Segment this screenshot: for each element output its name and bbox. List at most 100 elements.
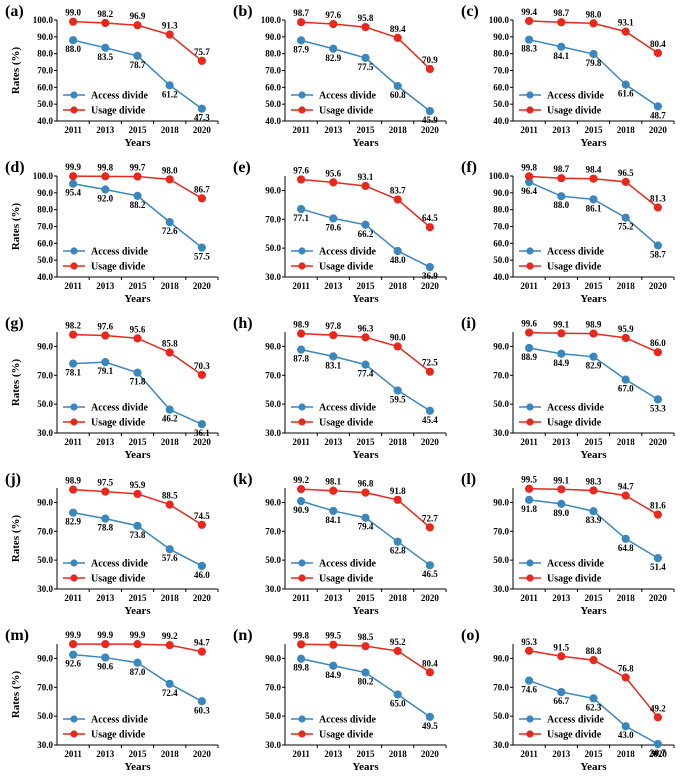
usage-divide-label: 85.8 [162,338,178,348]
usage-divide-label: 88.8 [586,646,602,656]
usage-divide-label: 70.3 [194,361,210,371]
access-divide-point [361,220,370,229]
access-divide-point [297,345,306,354]
access-divide-point [197,420,206,429]
x-tick-label: 2020 [421,125,440,135]
usage-divide-point [329,19,338,29]
usage-divide-point [589,656,598,665]
usage-divide-label: 89.4 [390,24,406,34]
y-tick-label: 30.0 [493,740,509,750]
chart-panel-f: (f) 40.0 50.0 60.0 70.0 80.0 90.0 100.0 2011 2013… [461,159,675,305]
x-tick-label: 2013 [96,749,115,759]
access-divide-point [589,352,598,361]
y-tick-label: 90.0 [265,341,281,351]
y-tick-label: 50.0 [265,399,281,409]
x-tick-label: 2011 [292,281,310,291]
usage-divide-label: 98.2 [65,321,81,331]
usage-divide-point [393,195,402,204]
x-tick-label: 2013 [552,749,571,759]
chart-panel-j: (j) 30.0 50.0 70.0 90.0 2011 2013 2015 2018 2020 Y… [5,471,219,617]
access-divide-point [653,241,663,250]
legend-swatch-marker [526,91,534,99]
usage-divide-point [69,17,78,26]
access-divide-label: 89.0 [553,508,569,518]
access-divide-point [165,545,174,554]
x-tick-label: 2018 [617,125,636,135]
y-tick-label: 90.0 [265,32,281,42]
usage-divide-label: 83.7 [390,186,406,196]
usage-divide-point [621,673,630,682]
usage-divide-point [197,370,206,379]
y-tick-label: 50.0 [265,711,281,721]
access-divide-label: 30.7 [650,748,666,758]
x-tick-label: 2011 [64,749,82,759]
x-tick-label: 2013 [324,437,343,447]
y-tick-label: 70.0 [37,682,53,692]
access-divide-label: 66.7 [553,696,569,706]
x-tick-label: 2018 [161,749,180,759]
access-divide-label: 79.4 [358,522,374,532]
usage-divide-label: 97.6 [97,321,113,331]
y-tick-label: 90.0 [37,188,53,198]
legend-access-divide: Access divide [91,715,149,726]
usage-divide-label: 94.7 [194,638,210,648]
x-tick-label: 2018 [617,749,636,759]
usage-divide-point [425,523,434,532]
panel-letter: (d) [5,159,25,176]
usage-divide-point [361,181,370,191]
access-divide-point [101,358,110,367]
usage-divide-point [101,331,110,340]
usage-divide-label: 95.6 [130,324,146,334]
access-divide-label: 45.4 [422,415,438,425]
usage-divide-point [653,348,663,357]
y-tick-label: 100.0 [489,171,510,181]
usage-divide-point [133,640,142,649]
legend-access-divide: Access divide [319,715,377,726]
x-tick-label: 2015 [357,749,376,759]
y-tick-label: 90.0 [37,497,53,507]
access-divide-label: 83.9 [586,515,602,525]
access-divide-label: 91.8 [521,504,537,514]
usage-divide-point [589,329,598,338]
access-divide-label: 46.5 [422,569,438,579]
usage-divide-point [361,642,370,651]
access-divide-label: 43.0 [618,730,634,740]
access-divide-point [361,53,370,62]
panel-letter: (k) [233,471,253,488]
usage-divide-point [621,177,630,186]
usage-divide-point [525,484,534,493]
y-tick-label: 70.0 [265,214,281,224]
usage-divide-point [361,333,370,342]
chart-panel-m: (m) 30.0 50.0 70.0 90.0 2011 2013 2015 2018 2020 Y… [5,627,219,773]
legend-swatch-marker [70,559,78,567]
access-divide-label: 77.1 [293,213,309,223]
x-tick-label: 2020 [193,749,212,759]
chart-panel-o: (o) 30.0 50.0 70.0 90.0 2011 2013 2015 2018 2020 Y… [461,627,675,773]
x-tick-label: 2015 [129,749,148,759]
access-divide-label: 62.3 [586,702,602,712]
access-divide-label: 61.2 [162,89,178,99]
legend-access-divide: Access divide [319,559,377,570]
usage-divide-point [557,485,566,494]
y-tick-label: 50.0 [265,243,281,253]
x-tick-label: 2013 [324,749,343,759]
access-divide-point [69,650,78,659]
usage-divide-point [361,22,370,32]
access-divide-label: 75.2 [618,222,634,232]
usage-divide-point [621,333,630,343]
y-tick-label: 30.0 [493,584,509,594]
x-axis-title: Years [352,605,379,617]
access-divide-label: 36.9 [422,271,438,281]
legend-usage-divide: Usage divide [547,730,602,741]
legend-usage-divide: Usage divide [547,106,602,117]
access-divide-label: 73.8 [130,530,146,540]
x-tick-label: 2011 [520,437,538,447]
usage-divide-label: 80.4 [422,658,438,668]
usage-divide-point [101,172,110,181]
x-axis-title: Years [124,137,151,149]
legend-swatch-marker [526,262,534,270]
x-axis-title: Years [352,293,379,305]
legend-usage-divide: Usage divide [91,574,146,585]
usage-divide-point [69,172,78,181]
legend-swatch-marker [70,262,78,270]
